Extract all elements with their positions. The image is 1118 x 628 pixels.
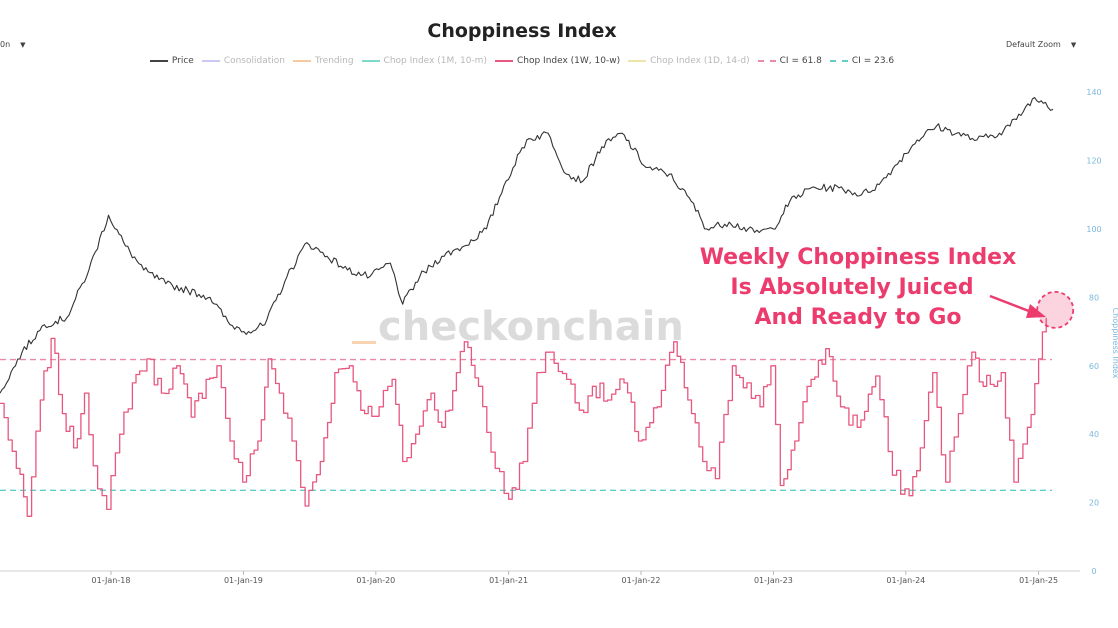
legend-label: Chop Index (1D, 14-d) (650, 56, 750, 66)
x-tick-label: 01-Jan-25 (1019, 576, 1058, 585)
legend-item[interactable]: CI = 61.8 (757, 56, 822, 66)
y-tick-label: 140 (1086, 88, 1101, 97)
legend-swatch (494, 60, 513, 62)
y-tick-label: 40 (1089, 430, 1099, 439)
y-axis-title: Choppiness Index (1111, 308, 1118, 379)
chevron-down-icon: ▼ (20, 41, 26, 49)
y-tick-label: 0 (1091, 567, 1096, 576)
legend-swatch (757, 60, 776, 62)
legend-label: Chop Index (1M, 10-m) (383, 56, 487, 66)
legend-swatch (149, 60, 168, 62)
legend-label: CI = 23.6 (851, 56, 895, 66)
legend-swatch (829, 60, 848, 62)
x-tick-label: 01-Jan-24 (886, 576, 925, 585)
watermark: checkonchain (378, 304, 684, 350)
legend-item[interactable]: Price (149, 56, 194, 66)
y-tick-label: 60 (1089, 362, 1099, 371)
annotation-arrowhead (1026, 304, 1046, 318)
chart-title: Choppiness Index (427, 20, 617, 42)
legend-swatch (628, 60, 647, 62)
x-tick-label: 01-Jan-22 (622, 576, 661, 585)
legend-item[interactable]: Consolidation (201, 56, 285, 66)
annotation-arrow-shaft (989, 294, 1035, 315)
legend-item[interactable]: Chop Index (1W, 10-w) (494, 56, 621, 66)
chart-legend: Price Consolidation Trending Chop Index (1M… (0, 56, 1044, 66)
price-series-line (0, 97, 1054, 394)
legend-item[interactable]: Chop Index (1D, 14-d) (628, 56, 750, 66)
legend-swatch (361, 60, 380, 62)
y-tick-label: 80 (1089, 293, 1099, 302)
legend-item[interactable]: Chop Index (1M, 10-m) (361, 56, 487, 66)
legend-swatch (201, 60, 220, 62)
legend-item[interactable]: CI = 23.6 (829, 56, 895, 66)
annotation-line: Weekly Choppiness Index (700, 245, 1017, 270)
range-value: 0n (0, 40, 11, 49)
zoom-dropdown[interactable]: Default Zoom ▼ (1006, 40, 1076, 49)
annotation-line: Is Absolutely Juiced (730, 275, 973, 300)
x-tick-label: 01-Jan-19 (224, 576, 263, 585)
x-tick-label: 01-Jan-18 (92, 576, 131, 585)
legend-label: CI = 61.8 (779, 56, 822, 66)
annotation: Weekly Choppiness Index Is Absolutely Jui… (700, 245, 1075, 330)
range-dropdown[interactable]: 0n ▼ (0, 40, 26, 49)
legend-label: Consolidation (223, 56, 285, 66)
x-tick-label: 01-Jan-21 (489, 576, 528, 585)
y-tick-label: 120 (1086, 157, 1101, 166)
y-tick-label: 100 (1086, 225, 1101, 234)
legend-item[interactable]: Trending (292, 56, 354, 66)
y-tick-label: 20 (1089, 499, 1099, 508)
x-tick-label: 01-Jan-23 (754, 576, 793, 585)
annotation-line: And Ready to Go (754, 305, 961, 330)
chevron-down-icon: ▼ (1070, 41, 1077, 49)
legend-swatch (292, 60, 311, 62)
highlight-circle (1036, 290, 1075, 329)
zoom-label: Default Zoom (1006, 40, 1061, 49)
legend-label: Chop Index (1W, 10-w) (516, 56, 621, 66)
chop-index-weekly-line (0, 317, 1047, 517)
x-tick-label: 01-Jan-20 (356, 576, 395, 585)
watermark-mark (352, 341, 376, 344)
legend-label: Price (171, 56, 194, 66)
legend-label: Trending (314, 56, 354, 66)
